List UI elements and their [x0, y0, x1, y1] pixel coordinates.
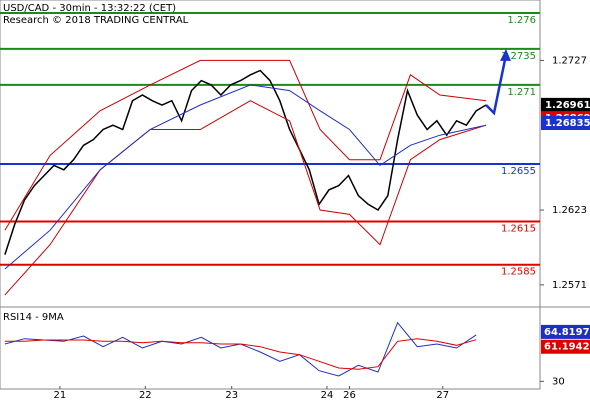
series-line — [4, 84, 487, 270]
chart-subtitle: Research © 2018 TRADING CENTRAL — [3, 15, 189, 26]
series-line — [4, 69, 487, 255]
y-tick-label: 1.2727 — [552, 55, 587, 66]
value-marker — [541, 339, 590, 354]
projection-arrow — [485, 54, 508, 116]
chart-title: USD/CAD - 30min - 13:32:22 (CET) — [3, 3, 176, 14]
value-marker-label: 61.1942 — [544, 342, 590, 353]
x-tick-label: 24 — [321, 390, 334, 400]
x-tick-label: 22 — [139, 390, 152, 400]
price-marker-label: 1.26835 — [545, 118, 590, 129]
x-tick-label: 26 — [343, 390, 356, 400]
x-tick-label: 21 — [54, 390, 67, 400]
level-label: 1.2655 — [501, 166, 536, 177]
series-line — [4, 338, 477, 370]
level-label: 1.2585 — [501, 267, 536, 278]
level-label: 1.2735 — [501, 51, 536, 62]
level-label: 1.2615 — [501, 224, 536, 235]
y-tick-label: 1.2571 — [552, 280, 587, 291]
x-tick-label: 23 — [225, 390, 238, 400]
level-label: 1.276 — [507, 15, 536, 26]
y-tick-label: 1.2623 — [552, 205, 587, 216]
level-label: 1.271 — [507, 87, 536, 98]
value-marker — [541, 324, 590, 339]
value-marker-label: 64.8197 — [544, 327, 590, 338]
price-marker-label: 1.26961 — [545, 100, 590, 111]
arrow-head — [500, 48, 511, 61]
y-tick-label: 30 — [552, 376, 565, 387]
price-marker — [541, 97, 590, 112]
plot-frame — [0, 0, 541, 390]
series-line — [4, 59, 487, 231]
price-marker — [541, 116, 590, 131]
x-tick-label: 27 — [436, 390, 449, 400]
panel-title: RSI14 - 9MA — [3, 312, 64, 323]
